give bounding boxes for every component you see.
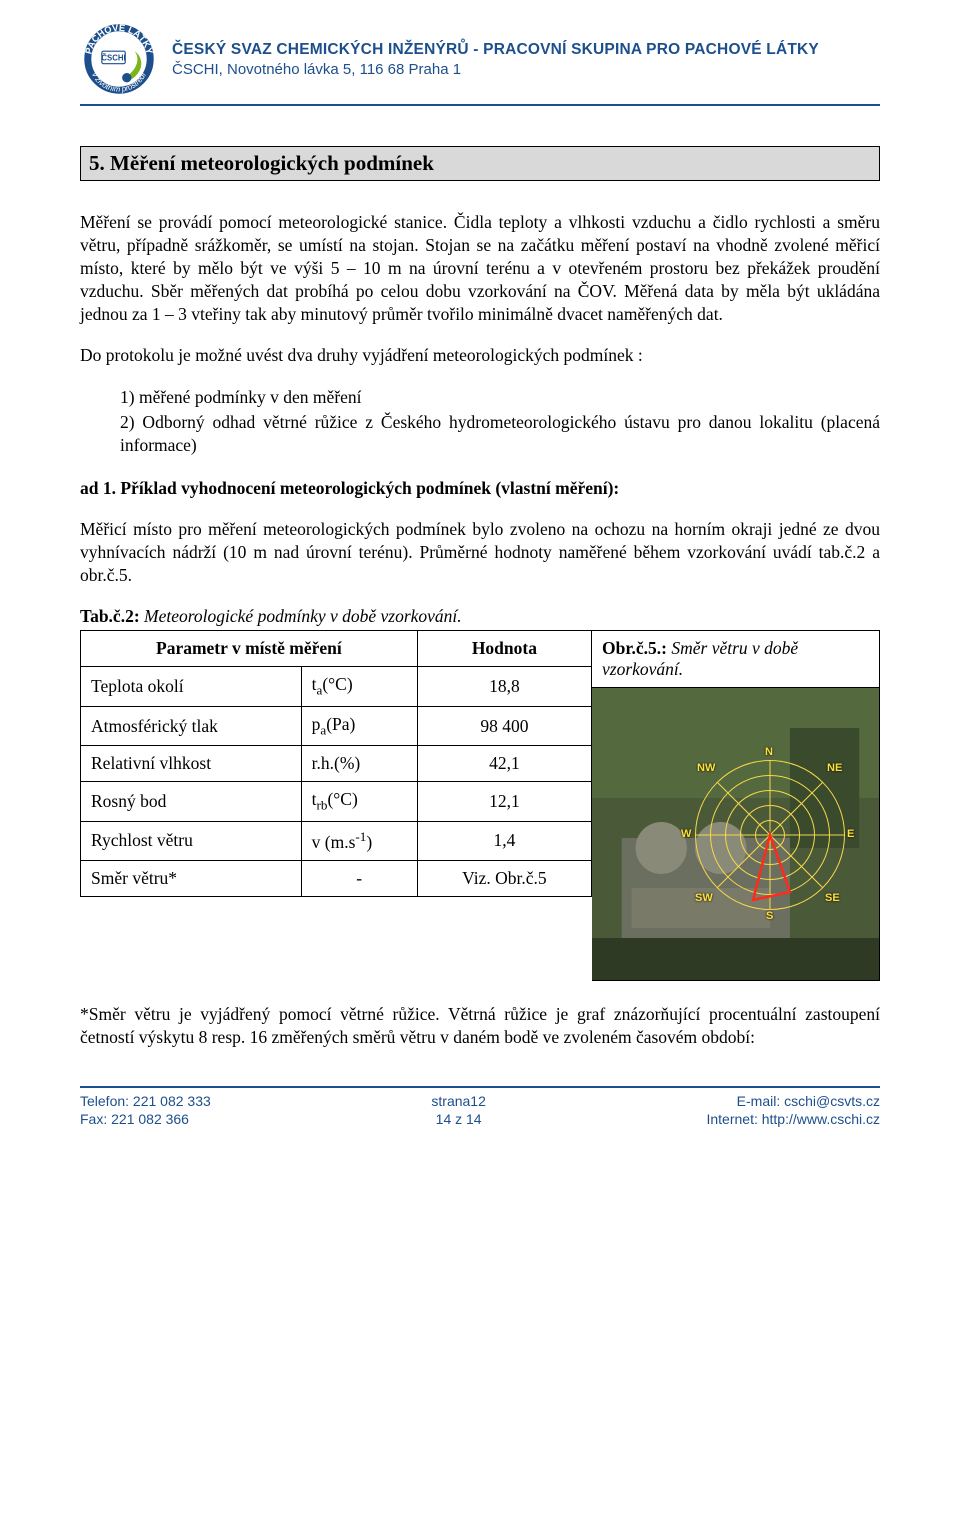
compass-dir-sw: SW: [695, 892, 713, 904]
table-caption: Tab.č.2: Meteorologické podmínky v době …: [80, 605, 880, 628]
footer-page-count: 14 z 14: [431, 1110, 485, 1128]
table-head-param: Parametr v místě měření: [81, 631, 418, 667]
figure-column: Obr.č.5.: Směr větru v době vzorkování.: [592, 630, 880, 981]
footer-page-label: strana12: [431, 1092, 485, 1110]
paragraph-site: Měřicí místo pro měření meteorologických…: [80, 518, 880, 587]
compass-dir-w: W: [681, 828, 691, 840]
param-name: Směr větru*: [81, 860, 302, 896]
param-value: Viz. Obr.č.5: [417, 860, 591, 896]
compass-rose: N NE E SE S SW W NW: [695, 760, 845, 910]
param-value: 1,4: [417, 821, 591, 860]
compass-dir-se: SE: [825, 892, 840, 904]
table-row: Teplota okolí ta(°C) 18,8: [81, 667, 592, 707]
param-value: 18,8: [417, 667, 591, 707]
page-header: PACHOVÉ LÁTKY v životním prostředí ČSCHI…: [80, 20, 880, 98]
svg-text:ČSCHI: ČSCHI: [101, 54, 125, 63]
figure-caption: Obr.č.5.: Směr větru v době vzorkování.: [592, 631, 879, 688]
footer-url: Internet: http://www.cschi.cz: [706, 1110, 880, 1128]
footer-fax: Fax: 221 082 366: [80, 1110, 211, 1128]
figure-caption-prefix: Obr.č.5.:: [602, 638, 667, 658]
param-name: Relativní vlhkost: [81, 746, 302, 782]
param-name: Atmosférický tlak: [81, 706, 302, 746]
org-address: ČSCHI, Novotného lávka 5, 116 68 Praha 1: [172, 61, 880, 78]
footer-phone: Telefon: 221 082 333: [80, 1092, 211, 1110]
page-footer: Telefon: 221 082 333 Fax: 221 082 366 st…: [80, 1086, 880, 1128]
param-symbol: pa(Pa): [301, 706, 417, 746]
org-logo: PACHOVÉ LÁTKY v životním prostředí ČSCHI: [80, 20, 158, 98]
meteo-params-table: Parametr v místě měření Hodnota Teplota …: [80, 630, 592, 896]
table-row: Rosný bod trb(°C) 12,1: [81, 782, 592, 822]
param-value: 98 400: [417, 706, 591, 746]
paragraph-footnote: *Směr větru je vyjádřený pomocí větrné r…: [80, 1003, 880, 1049]
compass-dir-n: N: [765, 746, 773, 758]
table-row: Relativní vlhkost r.h.(%) 42,1: [81, 746, 592, 782]
param-symbol: trb(°C): [301, 782, 417, 822]
param-symbol: ta(°C): [301, 667, 417, 707]
param-name: Teplota okolí: [81, 667, 302, 707]
svg-text:v životním prostředí: v životním prostředí: [90, 70, 148, 94]
wind-rose-map: N NE E SE S SW W NW: [592, 688, 879, 980]
header-rule: [80, 104, 880, 106]
param-symbol: r.h.(%): [301, 746, 417, 782]
footer-email: E-mail: cschi@csvts.cz: [706, 1092, 880, 1110]
list-item: 2) Odborný odhad větrné růžice z Českého…: [120, 411, 880, 457]
param-symbol: v (m.s-1): [301, 821, 417, 860]
protocol-options-list: 1) měřené podmínky v den měření 2) Odbor…: [120, 386, 880, 457]
table-row: Rychlost větru v (m.s-1) 1,4: [81, 821, 592, 860]
footer-rule: [80, 1086, 880, 1088]
param-value: 12,1: [417, 782, 591, 822]
compass-dir-nw: NW: [697, 762, 715, 774]
compass-dir-ne: NE: [827, 762, 842, 774]
list-item: 1) měřené podmínky v den měření: [120, 386, 880, 409]
compass-dir-s: S: [766, 910, 773, 922]
section-heading: 5. Měření meteorologických podmínek: [80, 146, 880, 181]
compass-dir-e: E: [847, 828, 854, 840]
org-title: ČESKÝ SVAZ CHEMICKÝCH INŽENÝRŮ - PRACOVN…: [172, 41, 880, 59]
table-row: Směr větru* - Viz. Obr.č.5: [81, 860, 592, 896]
param-symbol: -: [301, 860, 417, 896]
table-head-value: Hodnota: [417, 631, 591, 667]
param-name: Rychlost větru: [81, 821, 302, 860]
param-value: 42,1: [417, 746, 591, 782]
subheading-ad1: ad 1. Příklad vyhodnocení meteorologický…: [80, 477, 880, 500]
paragraph-protocol: Do protokolu je možné uvést dva druhy vy…: [80, 344, 880, 367]
param-name: Rosný bod: [81, 782, 302, 822]
table-caption-prefix: Tab.č.2:: [80, 606, 140, 626]
paragraph-intro: Měření se provádí pomocí meteorologické …: [80, 211, 880, 326]
table-caption-text: Meteorologické podmínky v době vzorkován…: [140, 606, 462, 626]
table-row: Atmosférický tlak pa(Pa) 98 400: [81, 706, 592, 746]
